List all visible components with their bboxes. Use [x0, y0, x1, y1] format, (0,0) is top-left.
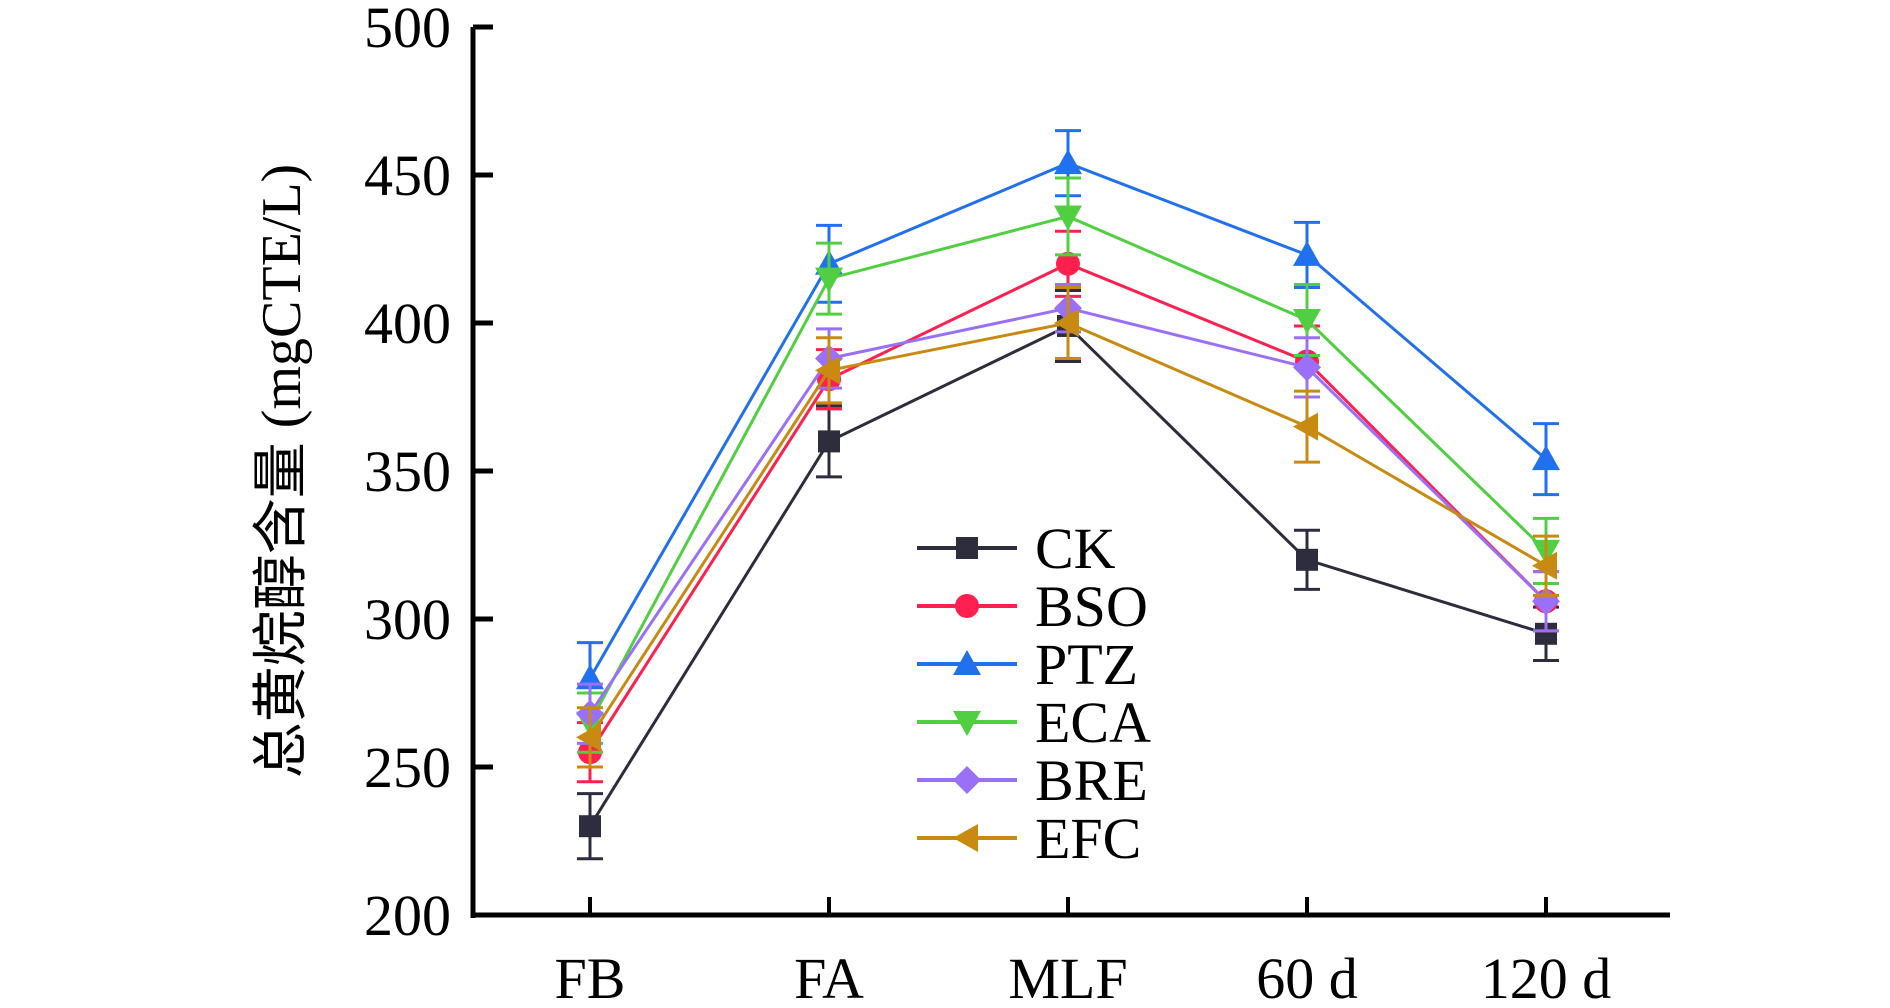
data-point	[1293, 309, 1321, 335]
data-point	[1293, 353, 1321, 382]
legend-item-bre: BRE	[917, 748, 1148, 813]
y-tick-label: 300	[364, 587, 451, 652]
legend-marker	[953, 766, 981, 794]
x-tick-label: 120 d	[1481, 946, 1612, 1008]
x-tick-label: FB	[555, 946, 626, 1008]
x-ticks: FB FA MLF 60 d 120 d	[555, 897, 1612, 1008]
y-tick-label: 400	[364, 291, 451, 356]
legend-label: BSO	[1035, 574, 1148, 639]
y-tick-label: 450	[364, 143, 451, 208]
legend-marker	[956, 537, 978, 559]
data-point	[1054, 205, 1082, 231]
y-tick-label: 350	[364, 439, 451, 504]
legend-item-bso: BSO	[917, 574, 1148, 639]
data-point	[1532, 445, 1560, 471]
data-point	[1293, 240, 1321, 266]
x-tick-label: MLF	[1008, 946, 1127, 1008]
legend-item-ptz: PTZ	[917, 632, 1138, 697]
y-ticks: 200 250 300 350 400 450 500	[364, 0, 493, 948]
data-point	[1535, 622, 1557, 645]
y-tick-label: 250	[364, 735, 451, 800]
legend-marker	[953, 650, 981, 675]
legend-item-eca: ECA	[917, 690, 1151, 755]
y-tick-label: 200	[364, 883, 451, 948]
legend-label: BRE	[1035, 748, 1148, 813]
data-point	[1532, 551, 1557, 580]
y-tick-label: 500	[364, 0, 451, 60]
legend-marker	[953, 824, 978, 852]
data-point	[1296, 548, 1318, 571]
data-point	[1293, 412, 1318, 441]
legend-item-efc: EFC	[917, 806, 1141, 871]
data-point	[576, 723, 601, 752]
legend-item-ck: CK	[917, 516, 1116, 581]
legend-label: PTZ	[1035, 632, 1138, 697]
x-tick-label: 60 d	[1256, 946, 1358, 1008]
data-point	[815, 267, 843, 293]
legend-label: CK	[1035, 516, 1116, 581]
legend-marker	[955, 594, 979, 618]
data-point	[579, 815, 601, 838]
series-group	[576, 129, 1560, 861]
data-point	[815, 356, 840, 385]
data-point	[818, 430, 840, 453]
legend-label: EFC	[1035, 806, 1141, 871]
data-point	[1056, 251, 1080, 276]
legend-marker	[953, 711, 981, 736]
x-tick-label: FA	[794, 946, 864, 1008]
data-point	[1054, 149, 1082, 175]
data-point	[1054, 309, 1079, 337]
legend-label: ECA	[1035, 690, 1151, 755]
series-efc	[576, 285, 1559, 769]
y-axis-label: 总黄烷醇含量 (mgCTE/L)	[251, 164, 313, 778]
